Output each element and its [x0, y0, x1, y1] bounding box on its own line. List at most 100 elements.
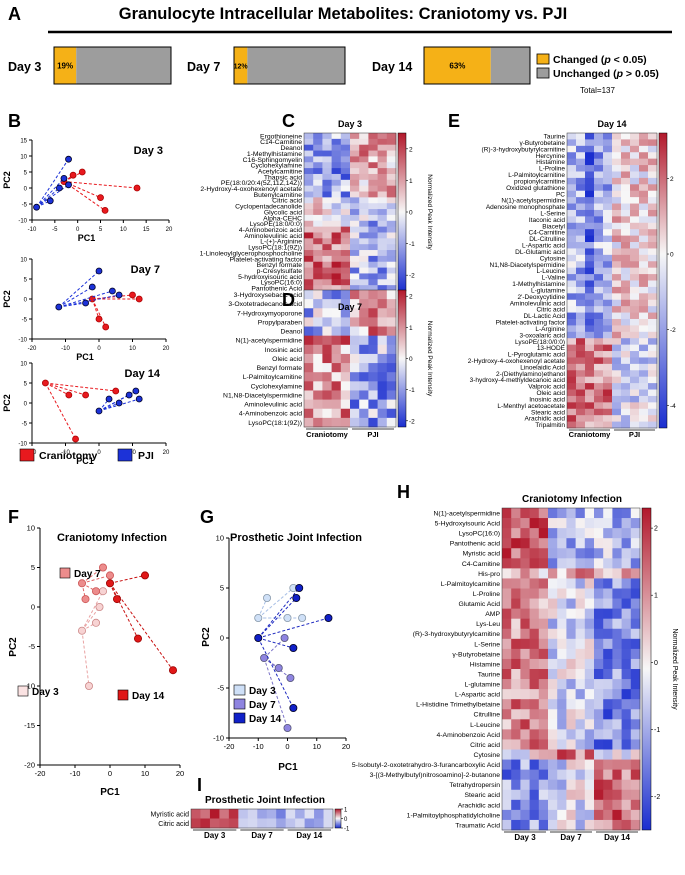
heat-cell: [603, 638, 613, 650]
heat-cell: [386, 335, 397, 346]
heat-cell: [304, 150, 314, 157]
heat-cell: [630, 648, 641, 660]
panel-letter-g: G: [200, 507, 214, 527]
heat-cell: [630, 222, 640, 230]
y-axis-label: PC2: [2, 394, 12, 412]
heat-cell: [386, 308, 397, 318]
heat-cell: [648, 158, 658, 166]
row-label: Platelet-activating factor: [229, 256, 302, 263]
heat-cell: [585, 190, 595, 198]
heat-cell: [520, 518, 530, 529]
series-link: [257, 587, 300, 639]
heat-cell: [359, 267, 369, 274]
heat-cell: [377, 209, 388, 216]
heat-cell: [630, 588, 641, 599]
row-label: Deanol: [280, 329, 302, 336]
heat-cell: [520, 679, 530, 690]
heat-cell: [639, 293, 649, 301]
row-label: propionylcarnitine: [514, 178, 565, 185]
heat-cell: [621, 402, 631, 410]
heat-cell: [594, 248, 604, 256]
heat-cell: [648, 222, 658, 230]
panel-letter-h: H: [397, 482, 410, 502]
heat-cell: [648, 415, 658, 422]
heat-cell: [585, 254, 595, 262]
heat-cell: [331, 353, 342, 364]
heat-cell: [584, 779, 595, 791]
heat-cell: [603, 216, 613, 224]
heat-cell: [621, 598, 632, 610]
heat-cell: [520, 749, 530, 760]
heat-cell: [612, 274, 622, 281]
heat-cell: [630, 331, 640, 339]
heat-cell: [314, 818, 324, 829]
data-point-pji: [125, 391, 133, 399]
heat-cell: [350, 173, 360, 181]
heat-cell: [648, 203, 658, 211]
panel-letter-f: F: [8, 507, 19, 527]
row-label: Aminolevulinic acid: [510, 300, 566, 307]
heat-cell: [529, 568, 540, 579]
heat-cell: [594, 344, 604, 352]
heat-cell: [520, 709, 530, 720]
heat-cell: [603, 402, 613, 410]
heat-cell: [594, 421, 604, 429]
heat-cell: [538, 598, 549, 610]
heat-cell: [594, 648, 604, 660]
heat-cell: [639, 145, 649, 153]
heat-cell: [502, 618, 512, 630]
heat-cell: [585, 197, 595, 204]
heat-cell: [594, 598, 604, 610]
heat-cell: [612, 658, 622, 670]
heat-cell: [612, 689, 622, 700]
heat-cell: [648, 370, 658, 378]
heat-cell: [313, 381, 323, 391]
heat-cell: [511, 648, 521, 660]
heat-cell: [621, 203, 631, 211]
heat-cell: [529, 558, 540, 569]
heat-cell: [603, 376, 613, 384]
heat-frame: [190, 808, 334, 829]
heat-cell: [648, 216, 658, 224]
heat-cell: [621, 165, 631, 172]
heat-cell: [639, 254, 649, 262]
colorbar-tick-label: -2: [670, 327, 676, 334]
heat-cell: [511, 528, 521, 539]
heat-cell: [576, 389, 586, 397]
heat-cell: [520, 568, 530, 579]
heat-cell: [340, 363, 351, 373]
panel-e-heatmap: Taurineγ-Butyrobetaine(R)-3-hydroxybutyr…: [468, 119, 676, 439]
heat-cell: [520, 548, 530, 559]
label-day7: Day 7: [74, 569, 101, 580]
heat-cell: [386, 353, 397, 364]
heat-cell: [567, 190, 577, 198]
row-label: PC: [556, 191, 565, 198]
heat-cell: [567, 421, 577, 429]
heat-cell: [612, 538, 622, 549]
heat-cell: [502, 598, 512, 610]
heat-cell: [511, 638, 521, 650]
row-label: Myristic acid: [150, 811, 189, 818]
data-point-day-7: [283, 724, 292, 733]
heat-cell: [639, 203, 649, 211]
heat-cell: [639, 267, 649, 275]
heat-cell: [511, 538, 521, 549]
heat-cell: [313, 308, 323, 318]
heat-cell: [529, 779, 540, 791]
heat-cell: [603, 799, 613, 811]
row-label: Arachidic acid: [525, 416, 566, 423]
row-label: 2-Hydroxy-4-oxohexenoyl acetate: [200, 186, 302, 193]
heat-cell: [313, 173, 323, 181]
heat-cell: [612, 165, 622, 172]
x-axis-label: PC1: [76, 456, 94, 466]
heat-cell: [548, 709, 558, 720]
row-label: L-Aspartic acid: [522, 243, 565, 250]
heat-cell: [502, 508, 512, 519]
heat-cell: [567, 370, 577, 378]
heat-cell: [238, 809, 249, 819]
panel-d-heatmap: 3-Hydroxysebacic acid3-Oxotetradecanoic …: [223, 289, 433, 439]
panel-letter-b: B: [8, 111, 21, 131]
heat-cell: [575, 638, 586, 650]
